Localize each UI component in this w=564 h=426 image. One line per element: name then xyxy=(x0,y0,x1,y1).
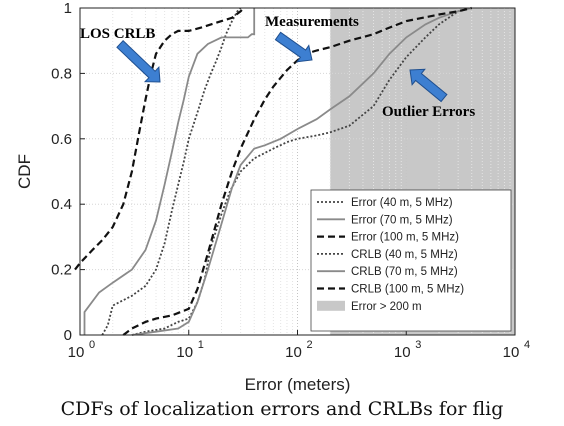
series-line-3 xyxy=(122,6,472,336)
annotation-arrow xyxy=(116,39,161,83)
series-line-5 xyxy=(83,8,256,335)
legend-entry: Error (40 m, 5 MHz) xyxy=(351,197,453,209)
y-tick-label: 0.4 xyxy=(51,196,72,213)
annotation-label: Measurements xyxy=(265,14,359,30)
x-tick-exponent: 2 xyxy=(307,339,313,351)
series-line-4 xyxy=(101,7,242,336)
y-tick-label: 0 xyxy=(64,327,72,344)
cdf-chart: 10 0 10 1 10 2 10 3 10 400.20.40.60.81 Error (met… xyxy=(15,0,530,394)
series-line-1 xyxy=(131,7,472,336)
annotation-arrow xyxy=(409,68,448,103)
x-tick-label: 10 xyxy=(176,344,193,361)
legend-entry: CRLB (70 m, 5 MHz) xyxy=(351,266,458,278)
legend-entry: Error > 200 m xyxy=(351,301,422,313)
x-tick-exponent: 0 xyxy=(89,339,95,351)
legend-entry: CRLB (40 m, 5 MHz) xyxy=(351,249,458,261)
annotation-label: Outlier Errors xyxy=(382,104,475,120)
legend-entry: CRLB (100 m, 5 MHz) xyxy=(351,284,464,296)
legend: Error (40 m, 5 MHz) Error (70 m, 5 MHz) Er… xyxy=(310,189,512,332)
y-tick-label: 0.2 xyxy=(51,262,72,279)
x-tick-label: 10 xyxy=(394,344,411,361)
y-tick-label: 0.6 xyxy=(51,131,72,148)
x-tick-exponent: 1 xyxy=(198,339,204,351)
series-line-6 xyxy=(74,7,245,271)
y-axis-label: CDF xyxy=(15,154,34,189)
series-line-2 xyxy=(131,7,472,336)
annotation-arrow xyxy=(274,31,313,63)
x-tick-label: 10 xyxy=(285,344,302,361)
figure-caption: CDFs of localization errors and CRLBs fo… xyxy=(60,398,504,420)
legend-swatch xyxy=(317,300,345,311)
legend-entry: Error (70 m, 5 MHz) xyxy=(351,214,453,226)
x-tick-label: 10 xyxy=(68,344,85,361)
y-tick-label: 1 xyxy=(64,0,72,17)
x-tick-exponent: 4 xyxy=(524,339,530,351)
x-tick-label: 10 xyxy=(503,344,520,361)
annotation-label: LOS CRLB xyxy=(80,26,155,42)
legend-entry: Error (100 m, 5 MHz) xyxy=(351,232,459,244)
y-tick-label: 0.8 xyxy=(51,65,72,82)
x-axis-label: Error (meters) xyxy=(245,375,351,394)
x-tick-exponent: 3 xyxy=(415,339,421,351)
